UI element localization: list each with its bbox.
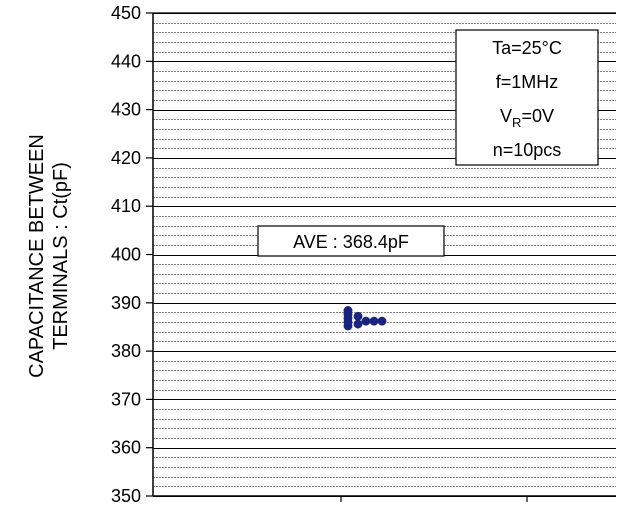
conditions-box: Ta=25°C f=1MHz VR=0V n=10pcs <box>455 29 599 166</box>
y-tick-label: 450 <box>111 3 141 23</box>
y-tick-label: 360 <box>111 438 141 458</box>
y-axis-label-line-1: CAPACITANCE BETWEEN <box>26 134 48 378</box>
condition-vr-subscript: R <box>512 115 521 130</box>
y-tick-label: 420 <box>111 148 141 168</box>
data-point <box>353 311 363 321</box>
data-point <box>361 316 371 326</box>
y-tick-label: 380 <box>111 341 141 361</box>
condition-sample-count: n=10pcs <box>493 140 562 160</box>
data-point <box>353 319 363 329</box>
y-tick-label: 430 <box>111 100 141 120</box>
average-annotation: AVE : 368.4pF <box>257 225 445 257</box>
plot-frame <box>152 12 616 502</box>
data-point <box>369 316 379 326</box>
condition-reverse-voltage: VR=0V <box>500 106 554 130</box>
y-tick-label: 390 <box>111 293 141 313</box>
condition-temperature: Ta=25°C <box>492 38 562 58</box>
data-point <box>343 306 353 315</box>
y-tick-label: 410 <box>111 196 141 216</box>
y-tick-label: 400 <box>111 245 141 265</box>
y-tick-label: 440 <box>111 51 141 71</box>
y-tick-label: 370 <box>111 389 141 409</box>
y-tick-labels: 350 360 370 380 390 400 410 420 430 440 450 <box>111 3 153 506</box>
data-points <box>343 306 387 331</box>
y-tick-label: 350 <box>111 486 141 506</box>
condition-frequency: f=1MHz <box>496 72 559 92</box>
condition-vr-suffix: =0V <box>521 106 554 126</box>
data-point <box>377 316 387 326</box>
condition-vr-prefix: V <box>500 106 512 126</box>
y-axis-label-line-2: TERMINALS : Ct(pF) <box>50 162 72 350</box>
average-label: AVE : 368.4pF <box>293 232 409 252</box>
